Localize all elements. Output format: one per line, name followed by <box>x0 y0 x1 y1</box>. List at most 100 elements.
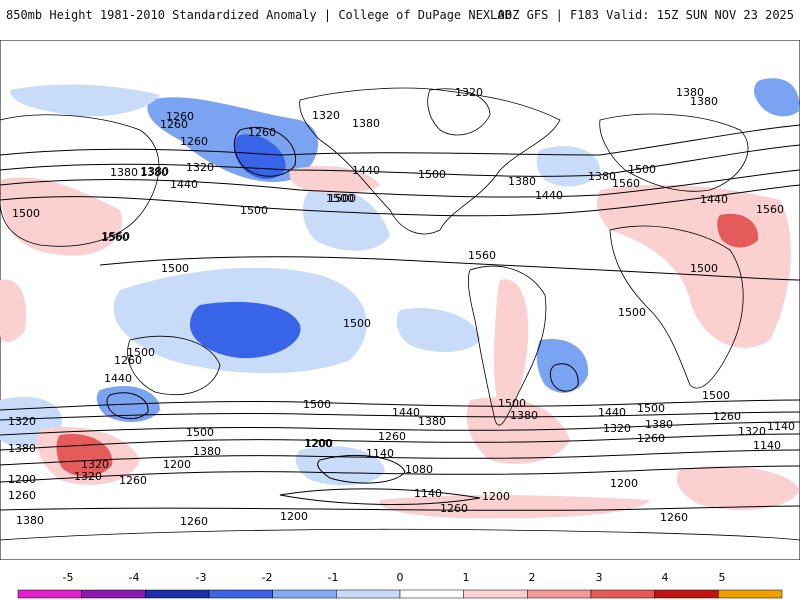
contour-label: 1140 <box>366 447 394 460</box>
colorbar-swatch <box>145 589 210 599</box>
contour-label: 1320 <box>738 425 766 438</box>
run-info: 00Z GFS | F183 Valid: 15Z SUN NOV 23 202… <box>497 8 794 22</box>
contour-1320-south <box>0 433 800 451</box>
neg-anom-east-pacific <box>396 308 480 352</box>
colorbar-tick: 0 <box>397 571 404 584</box>
contour-1080-low <box>317 455 406 484</box>
colorbar-tick-labels: -5 -4 -3 -2 -1 0 1 2 3 4 5 <box>63 571 726 584</box>
contour-label: 1380 <box>352 117 380 130</box>
contour-label: 1260 <box>8 489 36 502</box>
contour-1260-low <box>233 126 296 177</box>
contour-label: 1500 <box>637 402 665 415</box>
colorbar-swatch <box>718 589 783 599</box>
contour-label: 1320 <box>312 109 340 122</box>
contour-label: 1500 <box>343 317 371 330</box>
contour-label: 1500 <box>127 346 155 359</box>
contour-1500-south <box>0 399 800 411</box>
contour-1320-north <box>0 124 800 156</box>
coast-asia <box>0 114 160 247</box>
contour-label: 1560 <box>102 230 130 243</box>
contour-label: 1080 <box>405 463 433 476</box>
colorbar-tick: 1 <box>463 571 470 584</box>
contour-label: 1500 <box>326 192 354 205</box>
contour-label: 1260 <box>160 118 188 131</box>
coast-north-america <box>299 87 561 235</box>
contour-label: 1260 <box>114 354 142 367</box>
pos-anom-southern-ocean-south-america <box>466 397 570 464</box>
contour-label: 1500 <box>303 398 331 411</box>
colorbar-swatches <box>17 589 783 599</box>
contour-label: 1380 <box>690 95 718 108</box>
colorbar-tick: 4 <box>662 571 669 584</box>
contour-label: 1380 <box>141 165 169 178</box>
contour-label: 1440 <box>700 193 728 206</box>
contour-label: 1200 <box>610 477 638 490</box>
contour-label: 1260 <box>166 110 194 123</box>
colorbar-tick: 2 <box>529 571 536 584</box>
contour-label: 1500 <box>628 163 656 176</box>
coast-australia <box>127 335 221 396</box>
colorbar-swatch <box>17 589 82 599</box>
contour-label: 1380 <box>676 86 704 99</box>
contour-label: 1500 <box>186 426 214 439</box>
contour-label: 1200 <box>8 473 36 486</box>
contour-label: 1320 <box>603 422 631 435</box>
colorbar-tick: -4 <box>129 571 140 584</box>
contour-1380-south <box>0 421 800 436</box>
colorbar-tick: -1 <box>328 571 339 584</box>
neg-anom-north-atlantic-east <box>754 78 800 117</box>
contour-label: 1440 <box>170 178 198 191</box>
contour-label: 1560 <box>468 249 496 262</box>
contour-low-indian <box>106 392 149 419</box>
contour-label: 1500 <box>12 207 40 220</box>
contour-label: 1380 <box>8 442 36 455</box>
contour-label: 1500 <box>690 262 718 275</box>
contour-label: 1440 <box>598 406 626 419</box>
contour-low-south-atlantic <box>549 363 579 392</box>
colorbar-swatch <box>399 589 464 599</box>
colorbar-swatch <box>527 589 592 599</box>
colorbar-swatch <box>208 589 273 599</box>
pos-anom-south-indian <box>676 466 800 510</box>
contour-label: 1500 <box>240 204 268 217</box>
neg-anom-aleutians <box>10 84 160 117</box>
contour-label: 1380 <box>418 415 446 428</box>
pos-anom-middle-east <box>717 213 759 248</box>
contour-label: 1500 <box>328 192 356 205</box>
map-title: 850mb Height 1981-2010 Standardized Anom… <box>6 8 512 22</box>
contour-label: 1140 <box>753 439 781 452</box>
coast-south-america <box>467 265 547 426</box>
colorbar-swatch <box>272 589 337 599</box>
contour-label: 1440 <box>392 406 420 419</box>
contour-label: 1260 <box>180 135 208 148</box>
header: 850mb Height 1981-2010 Standardized Anom… <box>0 0 800 30</box>
pos-anom-north-pacific-east <box>289 165 380 194</box>
contour-label: 1440 <box>104 372 132 385</box>
contour-label: 1200 <box>482 490 510 503</box>
contour-1200-south <box>0 465 800 483</box>
contour-label: 1500 <box>418 168 446 181</box>
coast-greenland <box>427 88 491 136</box>
height-contours <box>0 124 800 511</box>
colorbar-swatch <box>590 589 655 599</box>
coast-africa <box>609 225 744 389</box>
contour-label: 1560 <box>101 231 129 244</box>
contour-1440-north <box>0 169 800 198</box>
contour-1440-south <box>0 411 800 421</box>
contour-label: 1200 <box>163 458 191 471</box>
colorbar-tick: -3 <box>196 571 207 584</box>
contour-label: 1260 <box>713 410 741 423</box>
colorbar-tick: -5 <box>63 571 74 584</box>
contour-label: 1260 <box>119 474 147 487</box>
colorbar-tick: 3 <box>596 571 603 584</box>
contour-1500-tropics <box>99 256 800 281</box>
contour-1260-antarctic <box>0 505 800 511</box>
contour-label: 1260 <box>248 126 276 139</box>
contour-label: 1260 <box>660 511 688 524</box>
coast-antarctica <box>0 528 800 541</box>
contour-label: 1140 <box>767 420 795 433</box>
contour-label: 1380 <box>508 175 536 188</box>
contour-label: 1320 <box>455 86 483 99</box>
contour-label: 1200 <box>280 510 308 523</box>
contour-label: 1380 <box>193 445 221 458</box>
